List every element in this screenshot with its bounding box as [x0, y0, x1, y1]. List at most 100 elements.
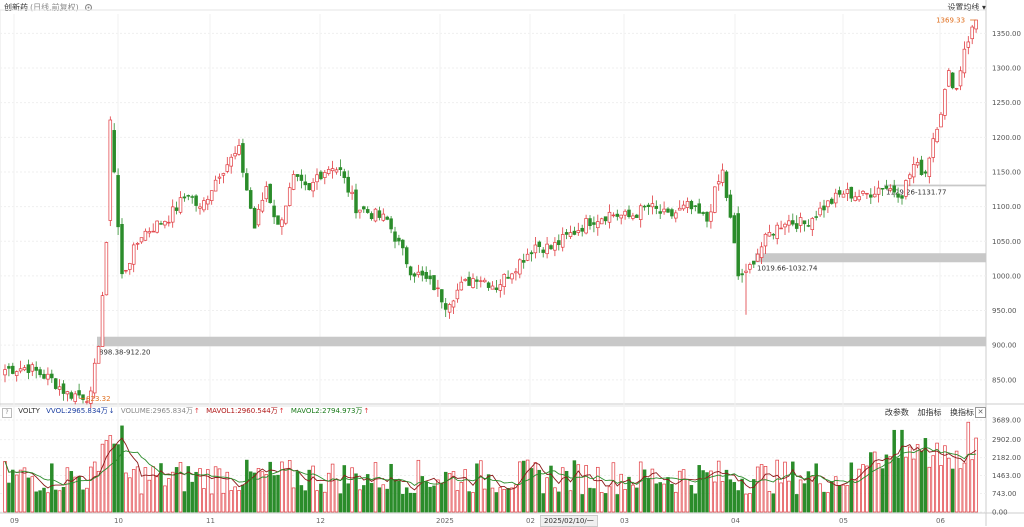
volume-bar	[471, 492, 475, 513]
candle-body	[190, 196, 194, 198]
price-tick-label: 1150.00	[992, 168, 1021, 176]
candle-body	[459, 281, 464, 291]
volume-bar	[131, 469, 136, 513]
volume-bar	[853, 479, 857, 513]
candle-body	[568, 232, 573, 237]
candle-body	[18, 368, 23, 372]
volume-bar	[514, 484, 518, 513]
volume-bar	[135, 466, 140, 513]
volume-bar	[494, 492, 499, 513]
crosshair-date-label: 2025/02/10/一	[540, 515, 598, 527]
candle-body	[389, 218, 393, 230]
help-icon[interactable]: ?	[2, 408, 12, 418]
switch-indicator-button[interactable]: 换指标	[950, 408, 974, 417]
candle-body	[861, 190, 865, 194]
volume-bar	[779, 482, 783, 513]
volume-bar	[872, 451, 877, 513]
candle-body	[869, 194, 873, 198]
candle-body	[479, 280, 483, 282]
volume-bar	[736, 490, 740, 513]
volume-bar	[849, 462, 854, 513]
volume-tools: 改参数 加指标 换指标	[879, 407, 974, 418]
volume-bar	[623, 489, 627, 513]
candle-body	[245, 173, 249, 191]
candle-body	[170, 206, 175, 223]
volume-bar	[833, 476, 838, 513]
volume-bar	[455, 490, 460, 513]
candle-body	[693, 205, 698, 207]
candle-body	[537, 241, 542, 248]
candle-body	[252, 207, 257, 229]
candle-body	[514, 271, 518, 274]
candle-body	[950, 72, 955, 89]
candle-body	[494, 287, 499, 291]
candle-body	[884, 185, 889, 189]
candle-body	[947, 70, 951, 87]
volume-bar	[498, 487, 503, 513]
candle-body	[358, 209, 362, 213]
candle-body	[295, 174, 300, 177]
volume-bar	[865, 465, 869, 513]
candle-body	[92, 362, 97, 394]
candle-body	[498, 284, 503, 291]
candle-body	[681, 204, 686, 210]
volume-bar	[752, 479, 756, 513]
volume-bar	[112, 443, 116, 513]
candle-body	[182, 196, 187, 199]
candle-body	[533, 244, 538, 254]
price-tick-label: 1250.00	[992, 99, 1021, 107]
candle-body	[642, 205, 647, 208]
candle-body	[716, 181, 721, 185]
edit-params-button[interactable]: 改参数	[884, 408, 909, 417]
volume-bar	[966, 421, 971, 513]
volume-bar	[713, 481, 717, 513]
volume-bar	[330, 463, 335, 513]
volume-bar	[880, 468, 885, 513]
volume-bar	[767, 491, 772, 513]
volume-bar	[950, 468, 955, 513]
volume-bar	[553, 487, 557, 513]
volume-bar	[404, 487, 409, 513]
ma-settings-button[interactable]: 设置均线 ▾	[947, 3, 986, 12]
volume-bar	[287, 460, 292, 513]
volume-bar	[22, 467, 27, 513]
candle-body	[163, 221, 167, 226]
candle-body	[202, 200, 206, 211]
volume-bar	[248, 471, 253, 513]
candle-body	[553, 242, 557, 251]
candle-body	[736, 213, 740, 277]
volume-bar	[763, 466, 768, 513]
price-tick-label: 1200.00	[992, 134, 1021, 142]
volume-bar	[830, 481, 834, 513]
volume-bar	[869, 452, 873, 513]
close-icon[interactable]: ✕	[975, 407, 986, 418]
candle-body	[638, 205, 643, 220]
price-tick-label: 1000.00	[992, 272, 1021, 280]
volume-bar	[295, 471, 300, 513]
candle-body	[73, 393, 77, 402]
volume-bar	[525, 459, 530, 513]
volume-bar	[576, 464, 581, 513]
add-indicator-button[interactable]: 加指标	[917, 408, 942, 417]
volume-bar	[716, 460, 721, 513]
volume-bar	[221, 492, 226, 513]
price-tick-label: 1350.00	[992, 30, 1021, 38]
volume-bar	[533, 462, 538, 513]
candle-body	[943, 89, 947, 116]
time-axis-label: 2025	[436, 517, 454, 525]
volume-bar	[206, 469, 210, 513]
volume-bar	[350, 467, 354, 513]
candle-body	[338, 167, 343, 171]
volume-bar	[611, 462, 616, 513]
volume-bar	[424, 481, 428, 513]
candle-body	[397, 237, 401, 242]
candle-body	[482, 279, 487, 283]
candle-body	[416, 271, 421, 276]
candle-body	[541, 249, 545, 253]
candle-body	[151, 230, 155, 233]
volume-bar	[841, 484, 846, 513]
time-axis-label: 02	[526, 517, 535, 525]
candle-body	[876, 187, 881, 195]
volume-bar	[73, 476, 77, 513]
